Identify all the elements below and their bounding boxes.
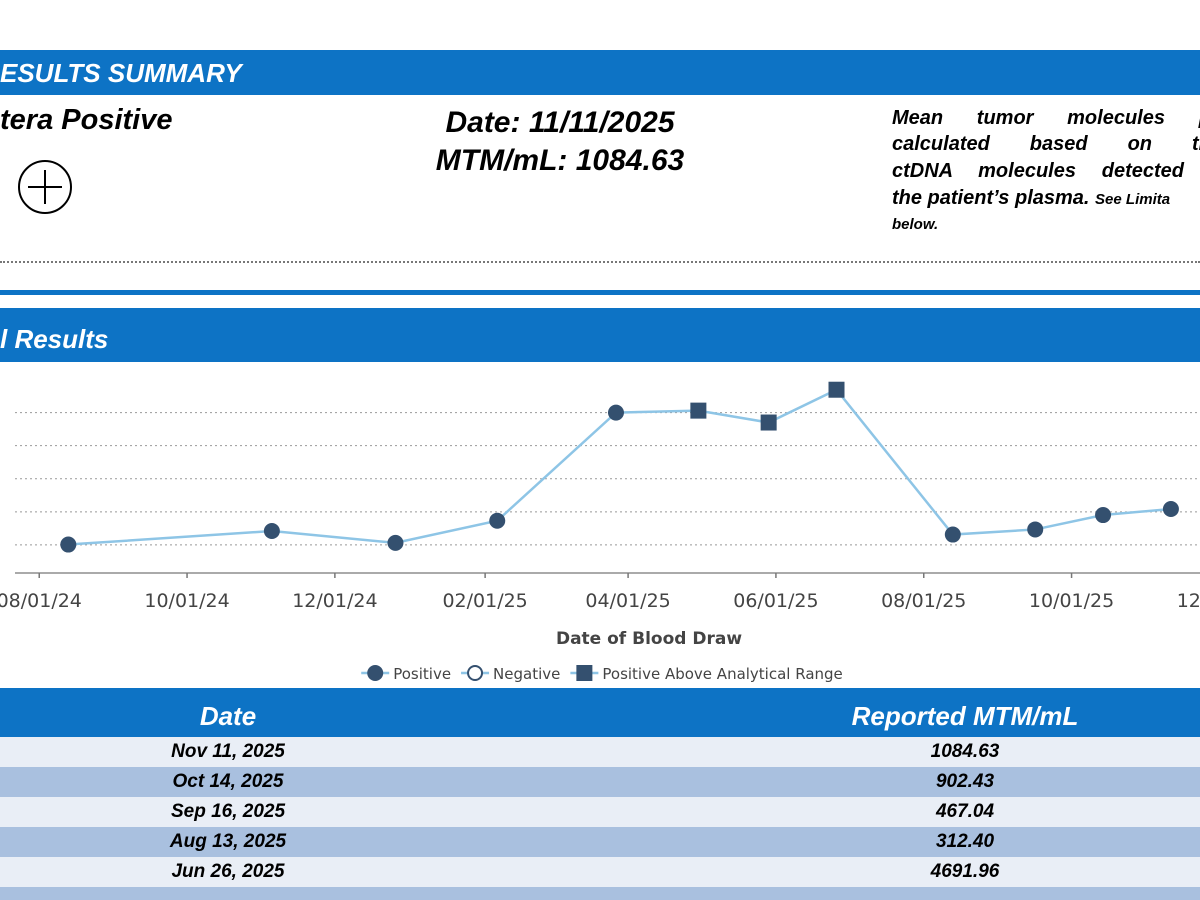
plus-icon — [18, 160, 72, 214]
note-line: ctDNA molecules detected p — [892, 160, 1200, 182]
note-line: the patient’s plasma. See Limita — [892, 184, 1170, 214]
results-table: Date Reported MTM/mL Nov 11, 2025 1084.63 O… — [0, 688, 1200, 900]
x-tick-label: 06/01/25 — [733, 590, 818, 612]
table-cell: 4691.96 — [930, 861, 1000, 882]
x-tick-label: 12/01/24 — [292, 590, 377, 612]
marker-circle — [1027, 521, 1044, 538]
x-tick-label: 02/01/25 — [442, 590, 527, 612]
summary-title: ESULTS SUMMARY — [0, 58, 242, 88]
dotted-divider — [0, 261, 1200, 263]
table-row: Oct 14, 2025 902.43 — [0, 767, 1200, 797]
x-tick-label: 04/01/25 — [585, 590, 670, 612]
x-tick-label: 10/01/24 — [144, 590, 229, 612]
results-bar: l Results — [0, 308, 1200, 362]
table-cell: 1084.63 — [930, 741, 1000, 762]
result-label: tera Positive — [0, 104, 173, 136]
column-header: Reported MTM/mL — [851, 701, 1079, 731]
note-line: Mean tumor molecules pe — [892, 107, 1200, 129]
marker-square — [690, 402, 707, 419]
data-line — [68, 388, 1172, 546]
marker-circle — [367, 665, 384, 681]
note-line: calculated based on the — [892, 133, 1200, 155]
table-row: Aug 13, 2025 312.40 — [0, 827, 1200, 857]
note-end: below. — [892, 216, 939, 233]
table-row: Nov 11, 2025 1084.63 — [0, 737, 1200, 767]
table-row: Jun 26, 2025 4691.96 — [0, 857, 1200, 887]
blue-divider — [0, 290, 1200, 295]
marker-circle — [263, 523, 280, 539]
marker-square — [828, 381, 845, 398]
table-cell: Jun 26, 2025 — [171, 861, 285, 882]
marker-square — [576, 665, 593, 681]
x-tick-label: 12/01/25 — [1177, 590, 1200, 612]
marker-circle — [1095, 507, 1112, 524]
result-date: Date: 11/11/2025 — [445, 106, 675, 139]
x-tick-label: 08/01/24 — [0, 590, 82, 612]
table-header: Date Reported MTM/mL — [0, 688, 1200, 737]
table-cell: Oct 14, 2025 — [172, 771, 284, 792]
table-cell: Aug 13, 2025 — [169, 831, 287, 852]
summary-bar: ESULTS SUMMARY — [0, 50, 1200, 95]
marker-square — [760, 414, 777, 431]
table-cell: 902.43 — [935, 771, 995, 792]
x-axis-title: Date of Blood Draw — [556, 629, 742, 649]
table-cell: 467.04 — [935, 801, 995, 822]
marker-circle — [489, 512, 506, 529]
note-link: See Limita — [1095, 191, 1171, 208]
table-cell: Nov 11, 2025 — [171, 741, 285, 762]
legend-label: Positive Above Analytical Range — [602, 665, 842, 683]
marker-circle — [1162, 501, 1179, 518]
legend: Positive Negative Positive Above Analytica… — [361, 665, 843, 683]
marker-circle — [607, 404, 624, 421]
marker-circle — [944, 526, 961, 543]
legend-label: Negative — [493, 665, 560, 683]
marker-circle — [387, 534, 404, 551]
x-tick-label: 10/01/25 — [1029, 590, 1114, 612]
results-title: l Results — [0, 324, 109, 354]
chart: 08/01/24 10/01/24 12/01/24 02/01/25 04/01/25… — [0, 381, 1200, 683]
legend-label: Positive — [393, 665, 451, 683]
table-cell: Sep 16, 2025 — [170, 801, 286, 822]
table-cell: 312.40 — [935, 831, 995, 852]
marker-circle — [60, 536, 77, 553]
column-header: Date — [199, 701, 257, 731]
x-tick-label: 08/01/25 — [881, 590, 966, 612]
result-info: Date: 11/11/2025 MTM/mL: 1084.63 — [360, 104, 760, 180]
table-row: Sep 16, 2025 467.04 — [0, 797, 1200, 827]
marker-open-circle — [467, 665, 484, 681]
note-text: the patient’s plasma. — [892, 187, 1090, 209]
result-mtm: MTM/mL: 1084.63 — [435, 144, 685, 177]
